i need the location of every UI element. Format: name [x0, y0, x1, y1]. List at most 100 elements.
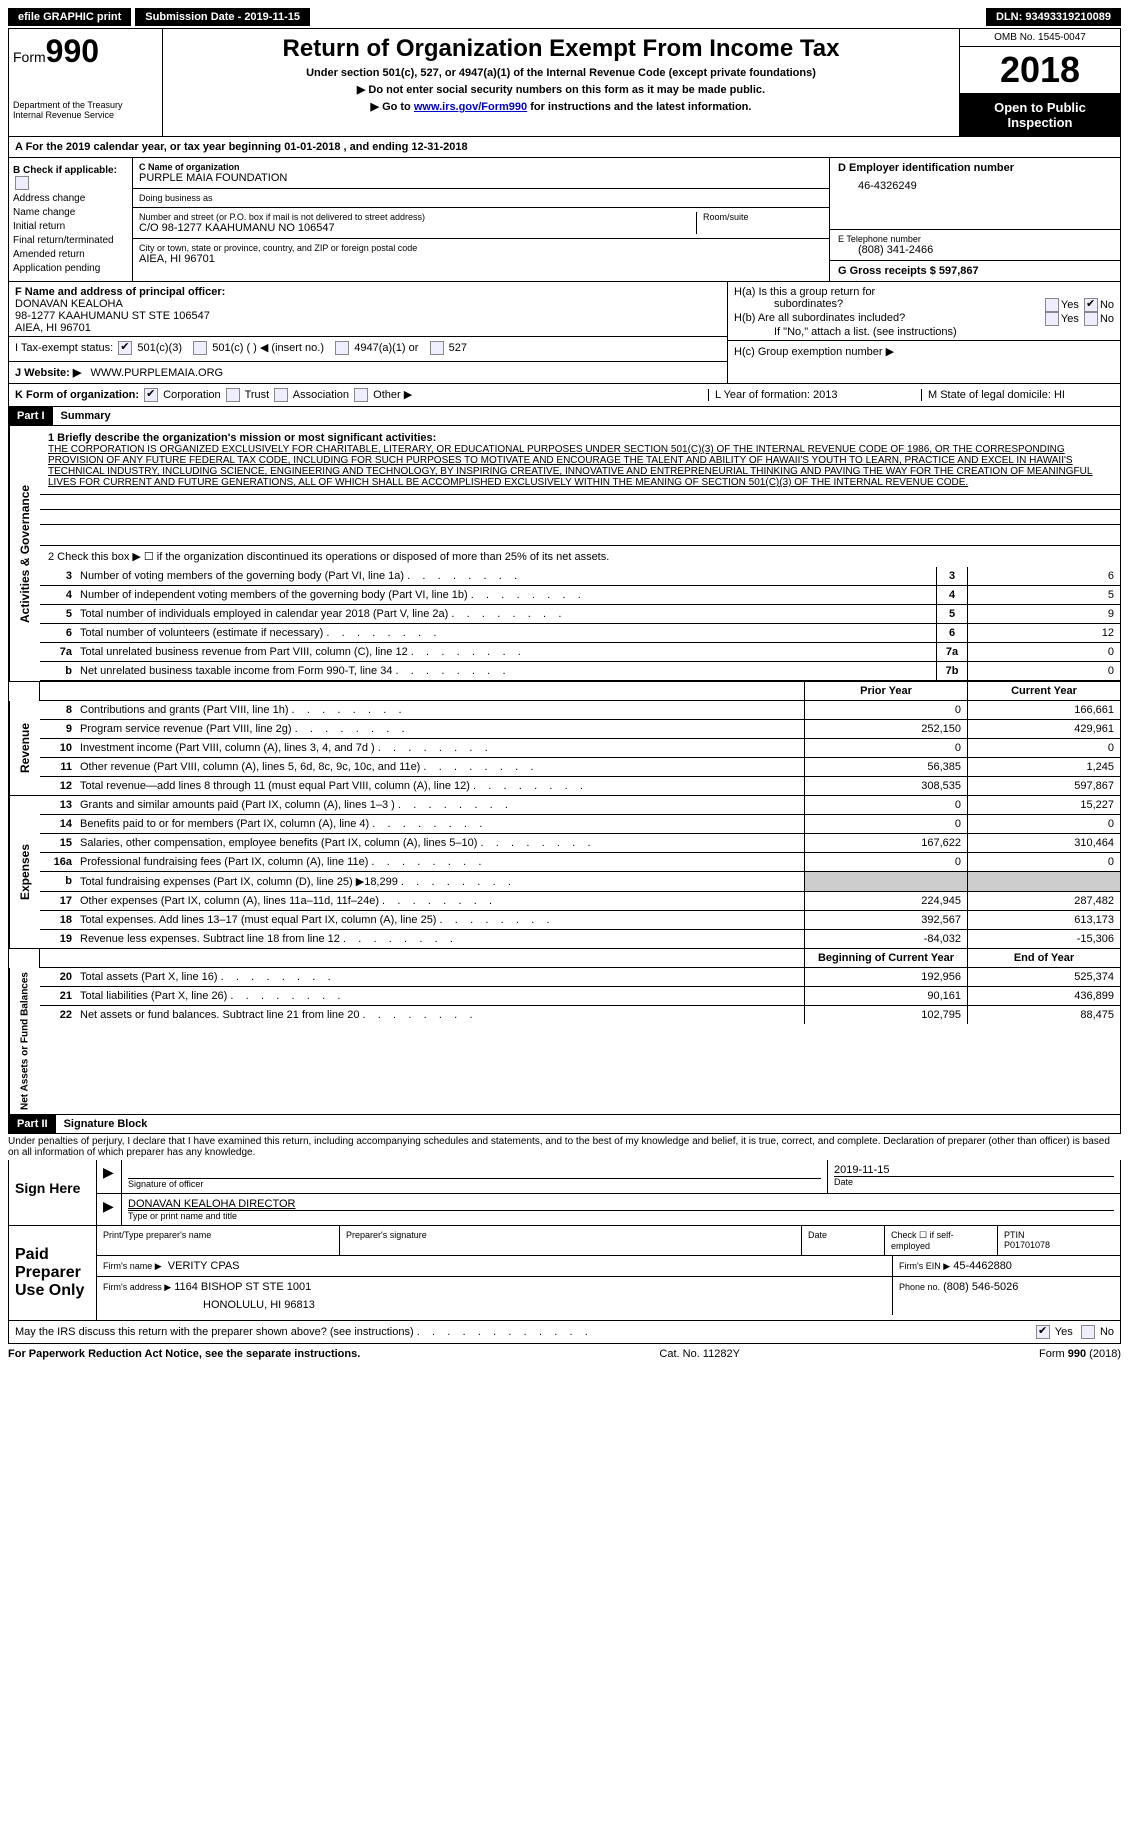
hb-yes-checkbox[interactable] — [1045, 312, 1059, 326]
sig-officer-label: Signature of officer — [128, 1178, 821, 1189]
ha-label: H(a) Is this a group return for — [734, 286, 1114, 298]
summary-row: 7aTotal unrelated business revenue from … — [40, 643, 1120, 662]
firm-name: VERITY CPAS — [168, 1260, 240, 1272]
begin-year-header: Beginning of Current Year — [804, 949, 967, 967]
officer-addr1: 98-1277 KAAHUMANU ST STE 106547 — [15, 310, 721, 322]
discuss-yes-checkbox[interactable] — [1036, 1325, 1050, 1339]
summary-row: 5Total number of individuals employed in… — [40, 605, 1120, 624]
room-suite: Room/suite — [696, 212, 823, 234]
summary-row: 22Net assets or fund balances. Subtract … — [40, 1006, 1120, 1024]
mission-label: 1 Briefly describe the organization's mi… — [48, 432, 1112, 444]
prep-date-label: Date — [802, 1226, 885, 1255]
line2-checkbox-row: 2 Check this box ▶ ☐ if the organization… — [40, 546, 1120, 567]
officer-name: DONAVAN KEALOHA — [15, 298, 721, 310]
year-block: OMB No. 1545-0047 2018 Open to Public In… — [959, 29, 1120, 136]
summary-row: bTotal fundraising expenses (Part IX, co… — [40, 872, 1120, 892]
ptin-label: PTIN — [1004, 1230, 1114, 1240]
phone-label: E Telephone number — [838, 234, 1112, 244]
summary-row: 19Revenue less expenses. Subtract line 1… — [40, 930, 1120, 948]
k-other-checkbox[interactable] — [354, 388, 368, 402]
tax-501c-checkbox[interactable] — [193, 341, 207, 355]
sig-date-label: Date — [834, 1176, 1114, 1187]
tax-527-checkbox[interactable] — [430, 341, 444, 355]
form-title-block: Return of Organization Exempt From Incom… — [163, 29, 959, 136]
ha-yes-checkbox[interactable] — [1045, 298, 1059, 312]
summary-row: 14Benefits paid to or for members (Part … — [40, 815, 1120, 834]
paid-preparer-label: Paid Preparer Use Only — [9, 1226, 97, 1320]
sig-date-value: 2019-11-15 — [834, 1164, 1114, 1176]
dba-label: Doing business as — [139, 193, 213, 203]
org-city: AIEA, HI 96701 — [139, 253, 823, 265]
summary-row: 11Other revenue (Part VIII, column (A), … — [40, 758, 1120, 777]
discuss-label: May the IRS discuss this return with the… — [15, 1326, 588, 1338]
org-name-label: C Name of organization — [139, 162, 823, 172]
ein-label: D Employer identification number — [838, 162, 1112, 174]
tax-501c3-checkbox[interactable] — [118, 341, 132, 355]
summary-row: 18Total expenses. Add lines 13–17 (must … — [40, 911, 1120, 930]
arrow-icon: ▶ — [103, 1164, 114, 1180]
summary-row: 10Investment income (Part VIII, column (… — [40, 739, 1120, 758]
paperwork-notice: For Paperwork Reduction Act Notice, see … — [8, 1348, 360, 1360]
ha-no-checkbox[interactable] — [1084, 298, 1098, 312]
summary-row: 16aProfessional fundraising fees (Part I… — [40, 853, 1120, 872]
firm-ein: 45-4462880 — [953, 1260, 1012, 1272]
firm-phone: (808) 546-5026 — [943, 1281, 1018, 1293]
ptin-value: P01701078 — [1004, 1240, 1114, 1250]
summary-row: 20Total assets (Part X, line 16)192,9565… — [40, 968, 1120, 987]
hb-label: H(b) Are all subordinates included? — [734, 312, 905, 326]
mission-text: THE CORPORATION IS ORGANIZED EXCLUSIVELY… — [48, 444, 1112, 488]
efile-print-button[interactable]: efile GRAPHIC print — [8, 8, 131, 26]
part2-header: Part II — [9, 1115, 56, 1133]
print-name-label: Print/Type preparer's name — [97, 1226, 340, 1255]
summary-row: 8Contributions and grants (Part VIII, li… — [40, 701, 1120, 720]
name-title-label: Type or print name and title — [128, 1210, 1114, 1221]
org-name: PURPLE MAIA FOUNDATION — [139, 172, 823, 184]
end-year-header: End of Year — [967, 949, 1120, 967]
prior-year-header: Prior Year — [804, 682, 967, 700]
vlabel-expenses: Expenses — [9, 796, 40, 948]
form-footer: Form 990 (2018) — [1039, 1348, 1121, 1360]
hb-no-checkbox[interactable] — [1084, 312, 1098, 326]
tax-4947-checkbox[interactable] — [335, 341, 349, 355]
summary-row: 6Total number of volunteers (estimate if… — [40, 624, 1120, 643]
form-id-block: Form990 Department of the Treasury Inter… — [9, 29, 163, 136]
summary-row: 3Number of voting members of the governi… — [40, 567, 1120, 586]
officer-name-title: DONAVAN KEALOHA DIRECTOR — [128, 1198, 1114, 1210]
summary-row: bNet unrelated business taxable income f… — [40, 662, 1120, 681]
discuss-no-checkbox[interactable] — [1081, 1325, 1095, 1339]
k-assoc-checkbox[interactable] — [274, 388, 288, 402]
dln-label: DLN: 93493319210089 — [986, 8, 1121, 26]
phone-value: (808) 341-2466 — [858, 244, 1112, 256]
k-corp-checkbox[interactable] — [144, 388, 158, 402]
summary-row: 12Total revenue—add lines 8 through 11 (… — [40, 777, 1120, 795]
part1-title: Summary — [53, 407, 119, 425]
part2-title: Signature Block — [56, 1115, 156, 1133]
summary-row: 13Grants and similar amounts paid (Part … — [40, 796, 1120, 815]
current-year-header: Current Year — [967, 682, 1120, 700]
firm-addr1: 1164 BISHOP ST STE 1001 — [174, 1281, 311, 1293]
k-trust-checkbox[interactable] — [226, 388, 240, 402]
arrow-icon: ▶ — [103, 1198, 114, 1214]
row-a-tax-year: A For the 2019 calendar year, or tax yea… — [9, 137, 1120, 158]
prep-sig-label: Preparer's signature — [340, 1226, 802, 1255]
summary-row: 15Salaries, other compensation, employee… — [40, 834, 1120, 853]
cat-no: Cat. No. 11282Y — [659, 1348, 740, 1360]
hc-label: H(c) Group exemption number ▶ — [728, 340, 1120, 362]
gross-receipts: G Gross receipts $ 597,867 — [830, 261, 1120, 281]
penalty-text: Under penalties of perjury, I declare th… — [8, 1134, 1121, 1160]
irs-link[interactable]: www.irs.gov/Form990 — [414, 101, 527, 113]
row-l: L Year of formation: 2013 — [708, 389, 921, 401]
vlabel-netassets: Net Assets or Fund Balances — [9, 968, 40, 1114]
form-title: Return of Organization Exempt From Incom… — [169, 35, 953, 63]
website-value: WWW.PURPLEMAIA.ORG — [91, 367, 224, 379]
summary-row: 4Number of independent voting members of… — [40, 586, 1120, 605]
vlabel-governance: Activities & Governance — [9, 426, 40, 681]
summary-row: 9Program service revenue (Part VIII, lin… — [40, 720, 1120, 739]
submission-date: Submission Date - 2019-11-15 — [135, 8, 310, 26]
org-address: C/O 98-1277 KAAHUMANU NO 106547 — [139, 222, 696, 234]
summary-row: 17Other expenses (Part IX, column (A), l… — [40, 892, 1120, 911]
self-employed-check: Check ☐ if self-employed — [885, 1226, 998, 1255]
ein-value: 46-4326249 — [858, 180, 1112, 192]
row-k: K Form of organization: Corporation Trus… — [15, 388, 708, 402]
summary-row: 21Total liabilities (Part X, line 26)90,… — [40, 987, 1120, 1006]
